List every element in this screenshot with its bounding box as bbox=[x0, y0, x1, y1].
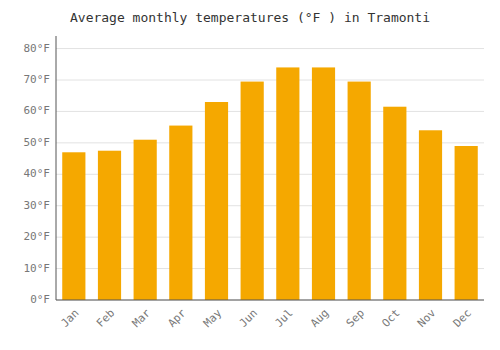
x-tick-label: Sep bbox=[344, 307, 367, 330]
title: Average monthly temperatures (°F ) in Tr… bbox=[70, 10, 430, 25]
bar bbox=[383, 107, 406, 300]
y-tick-label: 40°F bbox=[24, 167, 51, 180]
bar bbox=[62, 152, 85, 300]
x-tick-label: Aug bbox=[308, 307, 331, 330]
x-tick-label: Oct bbox=[379, 307, 402, 330]
y-tick-label: 20°F bbox=[24, 230, 51, 243]
bar bbox=[98, 151, 121, 300]
bars bbox=[62, 67, 478, 300]
x-tick-label: Jul bbox=[272, 307, 295, 330]
bar bbox=[276, 67, 299, 300]
bar bbox=[312, 67, 335, 300]
y-axis: 0°F 10°F 20°F 30°F 40°F 50°F 60°F 70°F 80°F bbox=[24, 42, 51, 306]
x-tick-label: Nov bbox=[415, 306, 439, 330]
bar bbox=[134, 140, 157, 300]
x-axis: Jan Feb Mar Apr May Jun Jul Aug Sep Oct Nov Dec bbox=[58, 306, 474, 330]
bar bbox=[455, 146, 478, 300]
grid-line bbox=[56, 80, 484, 81]
grid-line bbox=[56, 111, 484, 112]
grid-line bbox=[56, 300, 484, 301]
x-tick-label: Apr bbox=[165, 306, 189, 330]
y-tick-label: 10°F bbox=[24, 262, 51, 275]
x-tick-label: Feb bbox=[94, 307, 117, 330]
x-tick-label: Jun bbox=[237, 307, 260, 330]
bar bbox=[169, 126, 192, 300]
chart: Average monthly temperatures (°F ) in Tr… bbox=[0, 0, 500, 350]
grid bbox=[56, 49, 484, 300]
bar bbox=[205, 102, 228, 300]
bar bbox=[241, 82, 264, 300]
y-tick-label: 80°F bbox=[24, 42, 51, 55]
y-tick-label: 30°F bbox=[24, 199, 51, 212]
bar bbox=[419, 130, 442, 300]
y-tick-label: 70°F bbox=[24, 73, 51, 86]
x-axis-line bbox=[56, 300, 484, 301]
y-tick-label: 50°F bbox=[24, 136, 51, 149]
y-axis-line bbox=[56, 36, 57, 300]
y-tick-label: 60°F bbox=[24, 104, 51, 117]
x-tick-label: Dec bbox=[451, 307, 474, 330]
x-tick-label: May bbox=[201, 306, 225, 330]
x-tick-label: Mar bbox=[130, 306, 154, 330]
y-tick-label: 0°F bbox=[30, 293, 50, 306]
grid-line bbox=[56, 48, 484, 49]
bar bbox=[348, 82, 371, 300]
x-tick-label: Jan bbox=[58, 307, 81, 330]
